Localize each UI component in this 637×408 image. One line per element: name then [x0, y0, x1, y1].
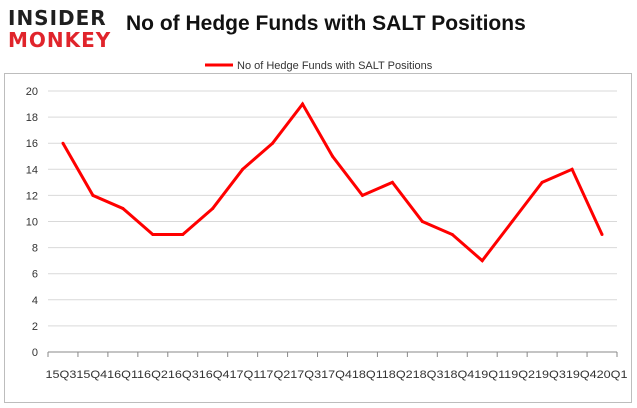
y-tick-label: 18 — [26, 112, 38, 124]
y-tick-label: 12 — [26, 190, 38, 202]
data-point — [331, 154, 334, 158]
data-point — [570, 167, 574, 171]
data-point — [241, 167, 245, 171]
y-tick-label: 20 — [26, 86, 38, 98]
y-tick-label: 0 — [32, 347, 38, 359]
data-point — [600, 233, 604, 237]
x-tick-labels: 15Q315Q416Q116Q216Q316Q417Q117Q217Q317Q4… — [46, 369, 628, 381]
y-tick-label: 16 — [26, 138, 38, 150]
data-point — [420, 220, 424, 223]
legend-label: No of Hedge Funds with SALT Positions — [237, 60, 433, 72]
series-line — [61, 101, 604, 263]
y-tick-label: 2 — [32, 321, 38, 333]
y-tick-label: 4 — [32, 295, 38, 307]
data-point — [540, 180, 544, 184]
y-tick-label: 8 — [32, 243, 38, 255]
logo-line-insider: INSIDER — [8, 6, 107, 30]
data-point — [211, 206, 215, 210]
data-point — [91, 193, 95, 197]
insider-monkey-logo: INSIDER MONKEY — [8, 6, 120, 52]
data-point — [181, 233, 185, 237]
data-point — [450, 233, 454, 237]
data-point — [121, 206, 125, 210]
data-point — [480, 259, 484, 263]
plot-border — [4, 73, 632, 403]
data-point — [301, 102, 305, 106]
data-point — [61, 141, 65, 145]
y-tick-label: 6 — [32, 269, 38, 281]
y-tick-label: 14 — [26, 164, 38, 176]
data-point — [151, 233, 155, 237]
data-point — [360, 193, 364, 197]
chart-title: No of Hedge Funds with SALT Positions — [126, 12, 526, 35]
data-point — [271, 141, 275, 145]
data-point — [390, 180, 394, 184]
data-point — [510, 220, 514, 223]
logo-line-monkey: MONKEY — [8, 28, 112, 52]
y-tick-label: 10 — [26, 217, 38, 229]
